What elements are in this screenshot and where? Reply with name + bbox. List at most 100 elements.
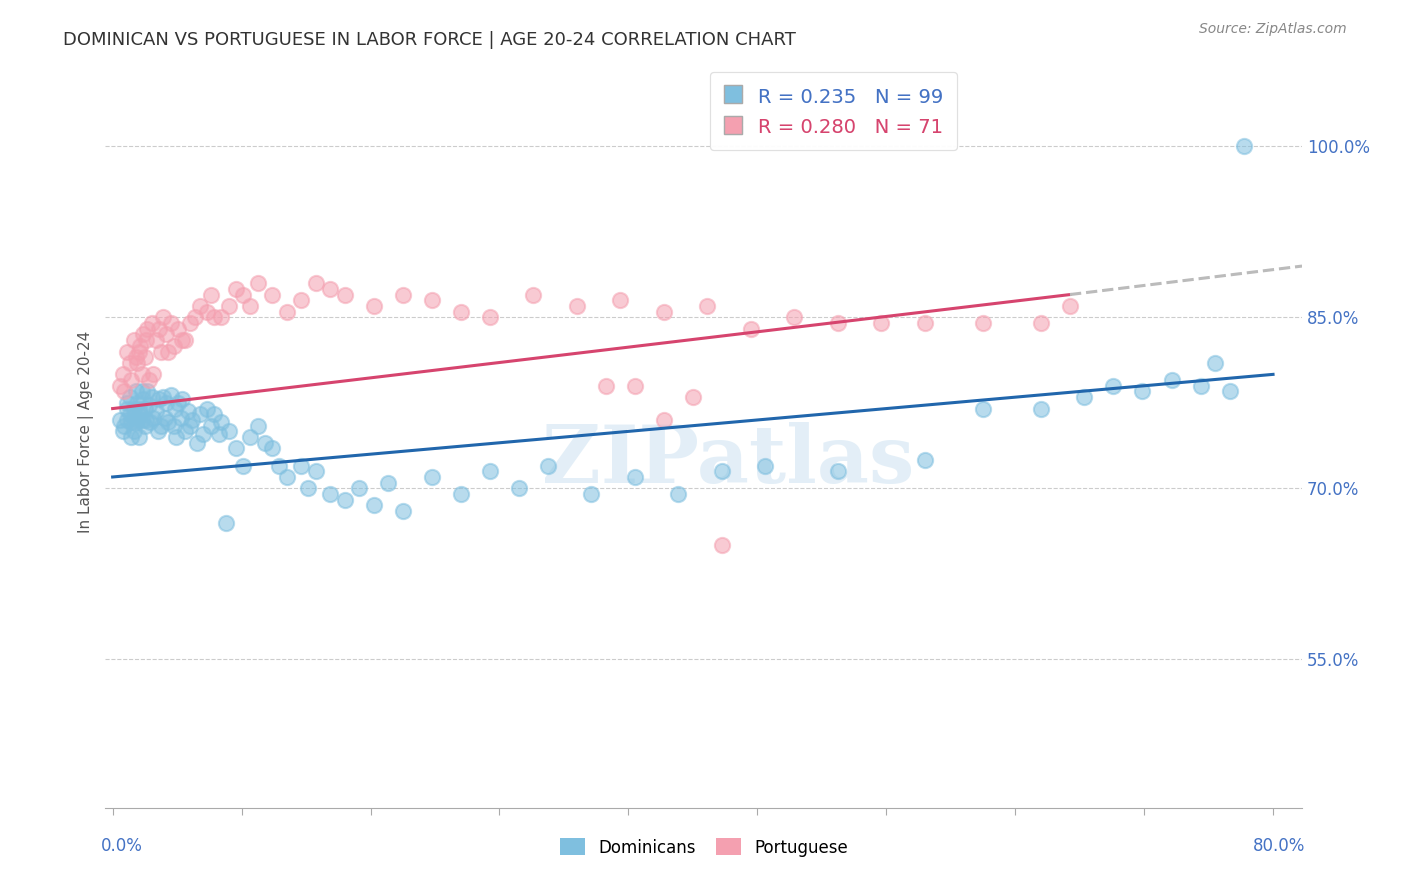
Point [666,487,689,501]
Point [188,299,211,313]
Point [172,392,194,407]
Point [115,413,138,427]
Point [141,316,163,330]
Point [135,413,157,427]
Point [125,415,148,429]
Point [565,299,588,313]
Point [112,384,135,399]
Point [132,392,155,407]
Point [246,418,269,433]
Point [209,310,232,325]
Point [135,333,157,347]
Point [276,304,298,318]
Point [450,487,472,501]
Point [134,401,156,416]
Point [319,282,342,296]
Point [156,415,179,429]
Point [172,333,194,347]
Point [232,287,254,301]
Point [149,344,172,359]
Point [1073,390,1095,404]
Point [195,304,218,318]
Point [111,425,134,439]
Point [1029,316,1052,330]
Point [188,407,211,421]
Point [112,418,135,433]
Point [141,390,163,404]
Point [125,384,148,399]
Point [127,356,149,370]
Point [537,458,560,473]
Point [127,396,149,410]
Point [207,426,229,441]
Point [153,410,176,425]
Point [118,407,141,421]
Point [127,413,149,427]
Point [125,351,148,365]
Point [162,339,184,353]
Point [624,470,647,484]
Point [239,299,262,313]
Point [347,482,370,496]
Point [128,430,150,444]
Point [391,504,413,518]
Point [377,475,399,490]
Y-axis label: In Labor Force | Age 20-24: In Labor Force | Age 20-24 [79,330,94,533]
Point [595,378,617,392]
Point [754,458,776,473]
Point [124,409,146,424]
Point [115,344,138,359]
Point [121,430,143,444]
Point [1132,384,1154,399]
Point [682,390,704,404]
Point [972,401,994,416]
Text: Source: ZipAtlas.com: Source: ZipAtlas.com [1199,22,1347,37]
Point [262,442,284,456]
Point [155,327,177,342]
Point [121,373,143,387]
Point [145,404,167,418]
Point [262,287,284,301]
Text: 0.0%: 0.0% [101,837,143,855]
Point [1218,384,1240,399]
Point [972,316,994,330]
Point [1029,401,1052,416]
Point [215,516,238,530]
Point [200,287,222,301]
Point [131,384,153,399]
Point [870,316,893,330]
Point [508,482,530,496]
Point [209,415,232,429]
Point [305,464,328,478]
Point [179,316,201,330]
Point [218,425,240,439]
Point [478,464,501,478]
Point [111,368,134,382]
Point [124,333,146,347]
Point [581,487,603,501]
Point [170,410,193,425]
Point [253,435,276,450]
Point [276,470,298,484]
Point [142,410,165,425]
Point [186,435,208,450]
Point [159,388,181,402]
Point [136,384,159,399]
Point [124,425,146,439]
Point [139,415,162,429]
Point [200,418,222,433]
Point [128,344,150,359]
Point [181,413,204,427]
Point [333,492,356,507]
Point [290,293,312,308]
Point [174,425,197,439]
Point [128,401,150,416]
Point [115,401,138,416]
Point [155,396,177,410]
Point [152,390,174,404]
Point [148,322,170,336]
Point [129,339,152,353]
Point [1059,299,1081,313]
Point [138,373,160,387]
Point [129,407,152,421]
